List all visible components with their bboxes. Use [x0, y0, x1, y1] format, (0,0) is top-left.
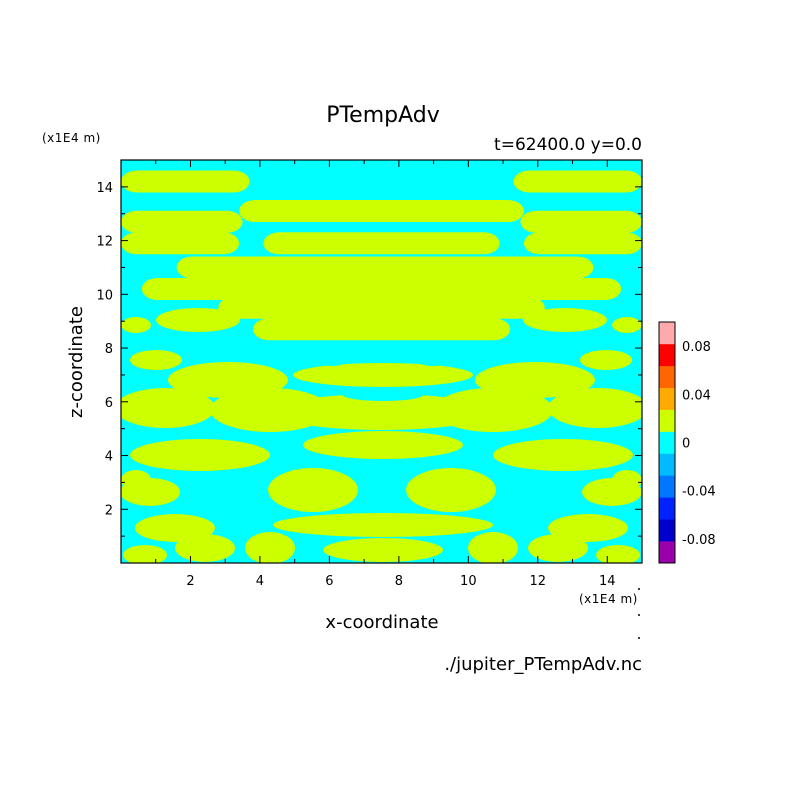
x-tick-label: 14	[599, 574, 616, 589]
contour-hole	[363, 351, 403, 359]
contour-blob	[121, 317, 151, 333]
corner-mark	[638, 588, 640, 590]
contour-band	[239, 200, 524, 223]
y-tick-label: 4	[105, 450, 113, 465]
y-axis: 2 4 6 8 10 12 14	[96, 181, 642, 537]
x-axis-label: x-coordinate	[325, 612, 438, 633]
y-tick-label: 14	[96, 181, 113, 196]
contour-blob	[268, 468, 358, 512]
contour-hole	[418, 354, 446, 366]
contour-blob	[303, 431, 463, 459]
contour-band	[121, 210, 243, 233]
colorbar-label: -0.08	[682, 533, 716, 548]
chart-title: PTempAdv	[326, 103, 440, 128]
contour-blob	[245, 532, 295, 563]
x-tick-label: 12	[530, 574, 547, 589]
contour-blob	[121, 388, 215, 428]
heatmap-field	[121, 160, 642, 563]
contour-hole	[319, 354, 347, 366]
contour-blob	[523, 308, 607, 332]
contour-blob	[468, 532, 518, 563]
colorbar-segment	[659, 519, 675, 542]
x-tick-label: 10	[460, 574, 477, 589]
y-tick-label: 10	[96, 288, 113, 303]
contour-blob	[123, 545, 167, 563]
colorbar-segment	[659, 365, 675, 389]
contour-blob	[406, 468, 496, 512]
colorbar-label: 0.08	[682, 340, 711, 355]
contour-blob	[121, 470, 151, 490]
contour-blob	[433, 388, 553, 432]
y-tick-label: 6	[105, 396, 113, 411]
colorbar: 0.08 0.04 0 -0.04 -0.08	[658, 321, 716, 564]
plot-frame	[120, 159, 643, 564]
y-tick-label: 8	[105, 342, 113, 357]
contour-blob	[273, 513, 493, 537]
contour-blob	[293, 363, 473, 387]
x-unit-label: (x1E4 m)	[579, 592, 638, 606]
y-tick-label: 12	[96, 235, 113, 250]
x-axis: 2 4 6 8 10 12 14	[155, 160, 616, 589]
x-tick-label: 6	[325, 574, 333, 589]
contour-band	[252, 318, 511, 341]
contour-blob	[493, 439, 633, 471]
contour-band	[218, 296, 545, 319]
contour-band	[263, 232, 500, 255]
colorbar-frame	[658, 321, 676, 564]
contour-blob	[548, 388, 642, 428]
colorbar-segment	[659, 497, 675, 520]
corner-mark	[638, 614, 640, 616]
contour-blob	[612, 470, 642, 490]
source-file-label: ./jupiter_PTempAdv.nc	[444, 654, 642, 675]
contour-band	[121, 170, 250, 193]
x-tick-label: 2	[186, 574, 194, 589]
contour-band	[141, 277, 622, 300]
colorbar-segment	[659, 431, 675, 454]
contour-blob	[596, 545, 640, 563]
contour-hole	[343, 389, 423, 401]
contour-blob	[210, 388, 330, 432]
colorbar-label: 0.04	[682, 388, 711, 403]
y-tick-label: 2	[105, 503, 113, 518]
x-tick-label: 4	[256, 574, 264, 589]
colorbar-segment	[659, 541, 675, 564]
colorbar-segment	[659, 475, 675, 498]
y-axis-label: z-coordinate	[66, 306, 87, 418]
contour-blob	[612, 317, 642, 333]
corner-mark	[638, 637, 640, 639]
colorbar-segment	[659, 453, 675, 476]
contour-band	[176, 256, 594, 279]
colorbar-segment	[659, 387, 675, 410]
contour-band	[513, 170, 642, 193]
chart-subtitle: t=62400.0 y=0.0	[494, 135, 642, 155]
colorbar-label: 0	[682, 437, 690, 452]
contour-blob	[323, 538, 443, 562]
contour-blob	[528, 534, 588, 562]
contour-blob	[156, 308, 240, 332]
contour-blob	[130, 439, 270, 471]
contour-band	[520, 210, 642, 233]
colorbar-segment	[659, 409, 675, 432]
contour-blob	[175, 534, 235, 562]
contour-blob	[580, 350, 632, 370]
colorbar-label: -0.04	[682, 485, 716, 500]
colorbar-segment	[659, 343, 675, 367]
colorbar-segment	[659, 322, 675, 345]
contour-blob	[130, 350, 182, 370]
contour-band	[523, 232, 642, 255]
x-tick-label: 8	[395, 574, 403, 589]
contour-band	[121, 232, 240, 255]
y-unit-label: (x1E4 m)	[42, 131, 101, 145]
